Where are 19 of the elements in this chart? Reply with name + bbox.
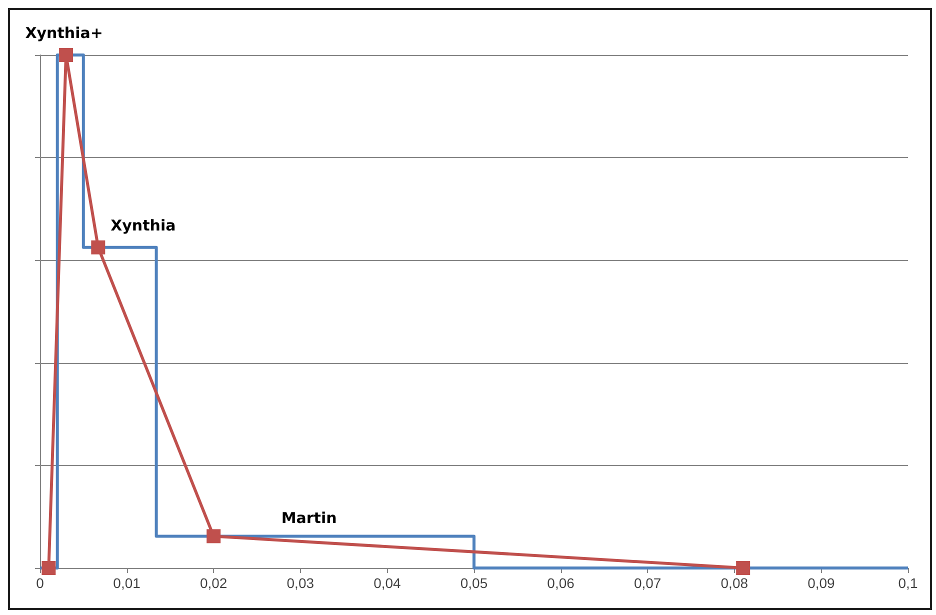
x-tick-label: 0,09 [808,575,836,591]
point [42,561,56,575]
x-tick-label: 0,03 [286,575,314,591]
point [736,561,750,575]
annotation: Xynthia+ [25,24,103,42]
x-tick-label: 0,04 [374,575,402,591]
x-tick-label: 0,07 [634,575,662,591]
x-tick-label: 0,08 [720,575,748,591]
annotation: Martin [281,509,337,528]
x-tick-label: 0,01 [113,575,141,591]
point [206,529,221,544]
x-tick-label: 0 [36,575,44,591]
x-tick-label: 0,06 [547,575,575,591]
x-tick-label: 0,02 [200,575,228,591]
x-tick-label: 0,05 [460,575,488,591]
x-tick-label: 0,1 [898,575,918,591]
point [91,240,106,254]
annotation: Xynthia [110,216,176,234]
point [59,48,74,62]
